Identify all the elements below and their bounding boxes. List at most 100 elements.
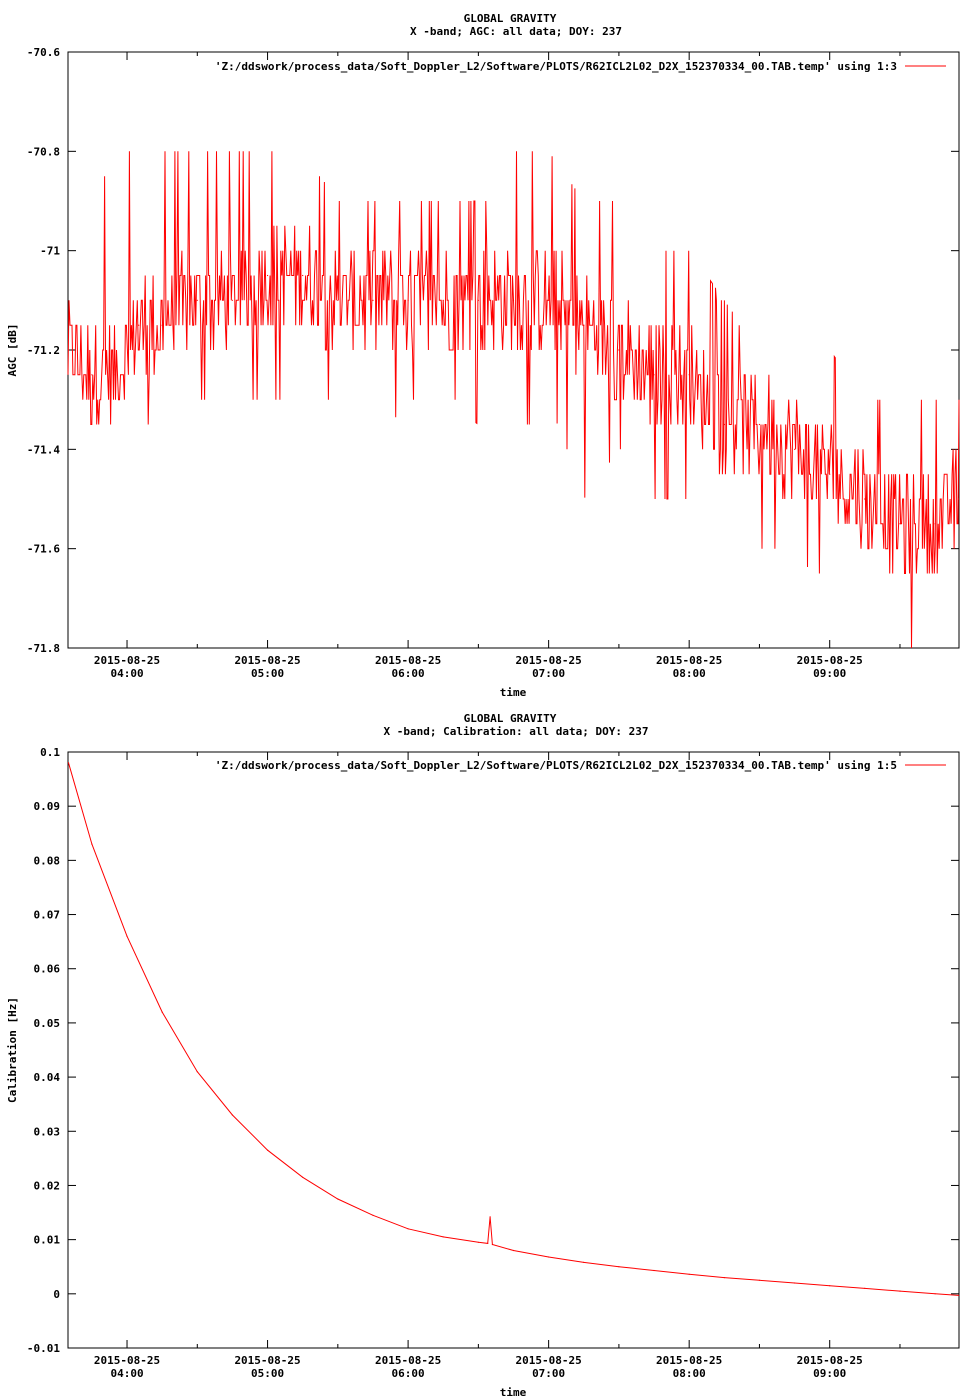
data-point — [653, 1269, 655, 1272]
x-tick-date: 2015-08-25 — [234, 1354, 300, 1367]
y-tick-label: 0.01 — [34, 1234, 61, 1247]
chart-title: GLOBAL GRAVITY — [464, 12, 557, 25]
y-axis-label: AGC [dB] — [6, 324, 19, 377]
y-tick-label: 0.1 — [40, 746, 60, 759]
x-tick-time: 09:00 — [813, 1367, 846, 1380]
data-point — [548, 299, 550, 301]
plot-frame — [67, 751, 960, 1349]
data-point — [442, 1236, 444, 1238]
data-point — [161, 1011, 163, 1013]
data-point — [934, 523, 936, 525]
x-tick-date: 2015-08-25 — [375, 1354, 441, 1367]
data-point — [67, 349, 70, 351]
y-tick-label: -70.8 — [27, 145, 60, 158]
data-point — [477, 299, 479, 301]
x-axis-label: time — [500, 686, 527, 699]
x-tick-time: 05:00 — [251, 1367, 284, 1380]
data-point — [67, 762, 70, 764]
plot-frame — [67, 51, 960, 649]
data-point — [864, 1287, 866, 1289]
y-tick-label: 0.02 — [34, 1179, 61, 1192]
x-tick-date: 2015-08-25 — [94, 1354, 160, 1367]
x-tick-date: 2015-08-25 — [375, 654, 441, 667]
data-point — [231, 299, 233, 301]
y-tick-label: -71.6 — [27, 543, 60, 556]
data-point — [583, 1261, 585, 1263]
data-point — [934, 1293, 936, 1295]
data-point — [512, 299, 515, 301]
x-tick-time: 08:00 — [673, 1367, 706, 1380]
data-point — [231, 1114, 233, 1116]
data-point — [477, 1241, 479, 1243]
y-tick-label: -71.4 — [27, 443, 60, 456]
data-point — [442, 299, 444, 301]
y-tick-label: 0.08 — [34, 854, 61, 867]
data-point — [491, 1243, 493, 1246]
y-axis-label: Calibration [Hz] — [6, 997, 19, 1103]
y-tick-label: 0.07 — [34, 909, 61, 922]
data-point — [337, 299, 339, 301]
series-line — [68, 762, 959, 1296]
data-point — [196, 1071, 198, 1073]
data-point — [372, 299, 374, 301]
x-tick-time: 08:00 — [673, 667, 706, 680]
x-tick-time: 09:00 — [813, 667, 846, 680]
data-point — [267, 274, 269, 277]
data-point — [758, 423, 761, 426]
data-point — [723, 1277, 725, 1279]
data-point — [407, 1228, 409, 1230]
x-tick-date: 2015-08-25 — [94, 654, 160, 667]
data-point — [688, 1273, 690, 1275]
series-line — [67, 151, 960, 649]
data-point — [91, 374, 93, 376]
data-point — [114, 374, 116, 376]
x-tick-time: 06:00 — [392, 1367, 425, 1380]
data-point — [372, 1214, 374, 1216]
data-point — [267, 1149, 269, 1151]
data-point — [688, 374, 690, 376]
data-point — [957, 1294, 960, 1296]
data-point — [337, 1198, 339, 1200]
data-point — [723, 423, 725, 426]
y-tick-label: 0.03 — [34, 1125, 61, 1138]
data-point — [487, 1242, 489, 1244]
data-point — [512, 1249, 515, 1252]
y-tick-label: 0.05 — [34, 1017, 61, 1030]
x-tick-date: 2015-08-25 — [797, 654, 863, 667]
legend-label: 'Z:/ddswork/process_data/Soft_Doppler_L2… — [215, 759, 897, 772]
data-point — [957, 498, 960, 500]
data-point — [899, 1290, 901, 1292]
chart-subtitle: X -band; Calibration: all data; DOY: 237 — [384, 725, 649, 738]
data-point — [864, 498, 866, 500]
y-tick-label: -71 — [40, 245, 60, 258]
y-tick-label: -71.8 — [27, 642, 60, 655]
x-tick-date: 2015-08-25 — [797, 1354, 863, 1367]
data-point — [138, 324, 140, 326]
y-tick-label: 0 — [53, 1288, 60, 1301]
x-tick-date: 2015-08-25 — [656, 1354, 722, 1367]
y-tick-label: -71.2 — [27, 344, 60, 357]
data-point — [618, 1266, 620, 1268]
data-point — [407, 299, 409, 301]
data-point — [899, 523, 901, 525]
y-tick-label: 0.04 — [34, 1071, 61, 1084]
x-tick-date: 2015-08-25 — [656, 654, 722, 667]
x-axis-label: time — [500, 1386, 527, 1399]
data-point — [794, 1282, 796, 1284]
data-point — [302, 1176, 304, 1178]
x-tick-date: 2015-08-25 — [516, 1354, 582, 1367]
x-tick-time: 07:00 — [532, 667, 565, 680]
data-point — [548, 1256, 550, 1258]
data-point — [583, 324, 585, 326]
data-point — [829, 1285, 831, 1287]
y-tick-label: -70.6 — [27, 46, 60, 59]
data-point — [829, 473, 831, 475]
x-tick-date: 2015-08-25 — [516, 654, 582, 667]
data-point — [794, 448, 796, 450]
data-point — [91, 843, 93, 845]
data-point — [653, 374, 655, 376]
x-tick-date: 2015-08-25 — [234, 654, 300, 667]
